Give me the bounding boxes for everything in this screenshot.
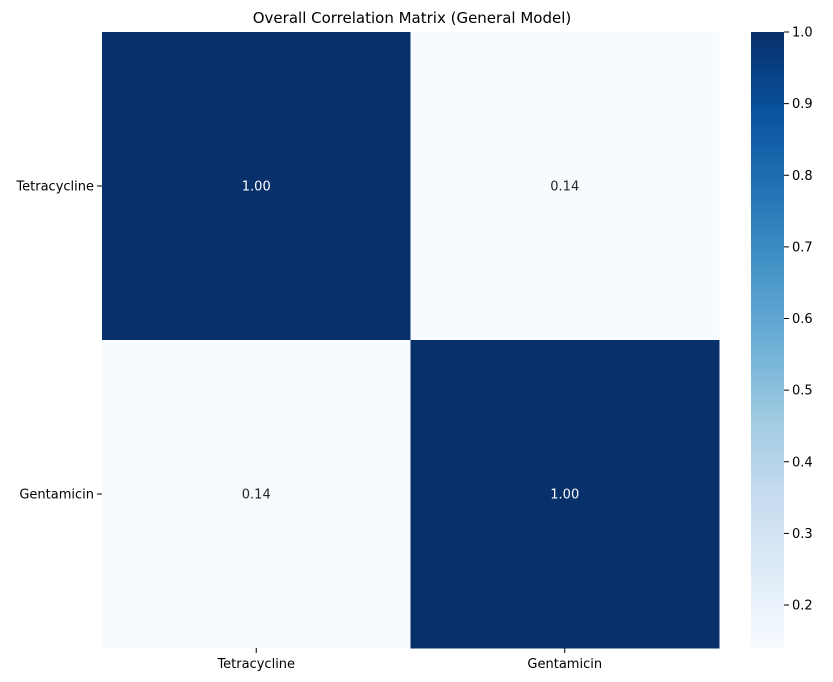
cell-annotations: 1.00 0.14 0.14 1.00	[242, 180, 579, 503]
cell-annotation: 1.00	[242, 180, 271, 195]
x-axis: Tetracycline Gentamicin	[216, 648, 602, 672]
colorbar-tick-label: 0.7	[792, 240, 813, 255]
colorbar-tick-label: 0.3	[792, 527, 813, 542]
colorbar-tick-label: 0.6	[792, 312, 813, 327]
colorbar-tick-label: 0.5	[792, 384, 813, 399]
y-axis: Tetracycline Gentamicin	[15, 180, 102, 503]
colorbar-axis: 0.2 0.3 0.4 0.5 0.6 0.7 0.8 0.9 1.0	[784, 26, 813, 614]
heatmap-cell	[410, 32, 720, 341]
cell-annotation: 1.00	[550, 488, 579, 503]
colorbar-tick-label: 0.8	[792, 169, 813, 184]
colorbar-tick-label: 0.9	[792, 97, 813, 112]
y-tick-label: Tetracycline	[15, 180, 94, 195]
cell-annotation: 0.14	[550, 180, 579, 195]
heatmap-cells	[102, 32, 720, 649]
heatmap-cell	[410, 340, 720, 649]
colorbar	[751, 32, 784, 648]
colorbar-tick-label: 0.2	[792, 599, 813, 614]
cell-annotation: 0.14	[242, 488, 271, 503]
chart-title: Overall Correlation Matrix (General Mode…	[253, 9, 571, 27]
heatmap-cell	[102, 340, 411, 649]
y-tick-label: Gentamicin	[19, 488, 94, 503]
x-tick-label: Tetracycline	[216, 657, 295, 672]
colorbar-tick-label: 1.0	[792, 26, 813, 41]
x-tick-label: Gentamicin	[527, 657, 602, 672]
heatmap-cell	[102, 32, 411, 341]
colorbar-tick-label: 0.4	[792, 455, 813, 470]
